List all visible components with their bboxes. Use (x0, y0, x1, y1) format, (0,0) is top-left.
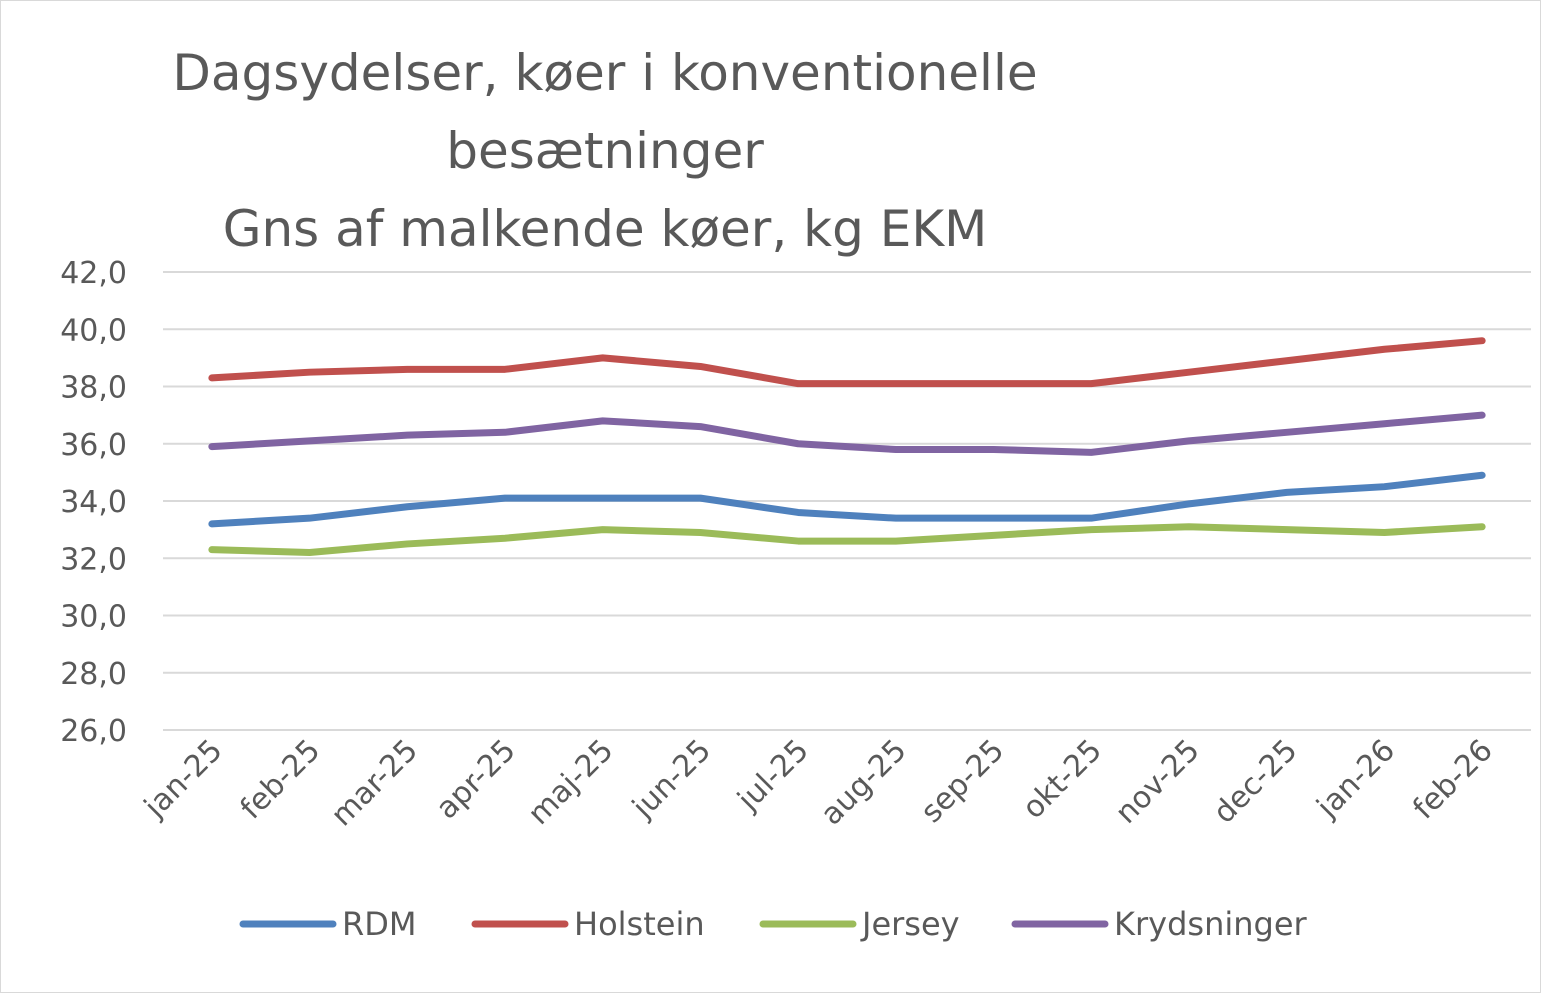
y-tick-label: 26,0 (60, 714, 127, 749)
legend-label: Holstein (574, 905, 705, 943)
legend-label: Jersey (860, 905, 960, 943)
x-tick-label: maj-25 (521, 733, 620, 832)
x-tick-label: jan-26 (1310, 733, 1402, 825)
series-line-jersey (208, 523, 1486, 557)
series-line-rdm (208, 471, 1486, 528)
x-tick-label: nov-25 (1109, 733, 1207, 831)
x-tick-label: aug-25 (814, 733, 913, 832)
y-tick-label: 40,0 (60, 313, 127, 348)
y-tick-label: 38,0 (60, 371, 127, 406)
y-tick-label: 32,0 (60, 542, 127, 577)
series-line-holstein (208, 337, 1486, 388)
y-tick-label: 30,0 (60, 600, 127, 635)
legend-item-jersey: Jersey (759, 905, 960, 943)
chart-title-line-1: Dagsydelser, køer i konventionelle (172, 44, 1038, 102)
y-tick-label: 34,0 (60, 485, 127, 520)
legend-label: Krydsninger (1114, 905, 1308, 943)
y-tick-label: 36,0 (60, 428, 127, 463)
x-tick-label: apr-25 (429, 733, 522, 826)
x-tick-label: sep-25 (914, 733, 1011, 830)
chart-title-line-2: besætninger (446, 122, 764, 180)
legend-label: RDM (342, 905, 416, 943)
y-tick-label: 42,0 (60, 256, 127, 291)
legend-item-krydsninger: Krydsninger (1011, 905, 1308, 943)
x-tick-label: okt-25 (1016, 733, 1109, 826)
x-tick-label: jan-25 (137, 733, 229, 825)
series-line-krydsninger (208, 411, 1486, 456)
x-tick-label: jun-25 (625, 733, 718, 826)
chart-title-line-3: Gns af malkende køer, kg EKM (222, 200, 988, 258)
x-tick-label: dec-25 (1207, 733, 1305, 831)
x-tick-label: jul-25 (730, 733, 815, 818)
legend-item-holstein: Holstein (471, 905, 705, 943)
x-tick-label: mar-25 (325, 733, 425, 833)
x-tick-label: feb-26 (1406, 733, 1499, 826)
x-tick-label: feb-25 (234, 733, 327, 826)
y-tick-label: 28,0 (60, 657, 127, 692)
legend-item-rdm: RDM (239, 905, 416, 943)
